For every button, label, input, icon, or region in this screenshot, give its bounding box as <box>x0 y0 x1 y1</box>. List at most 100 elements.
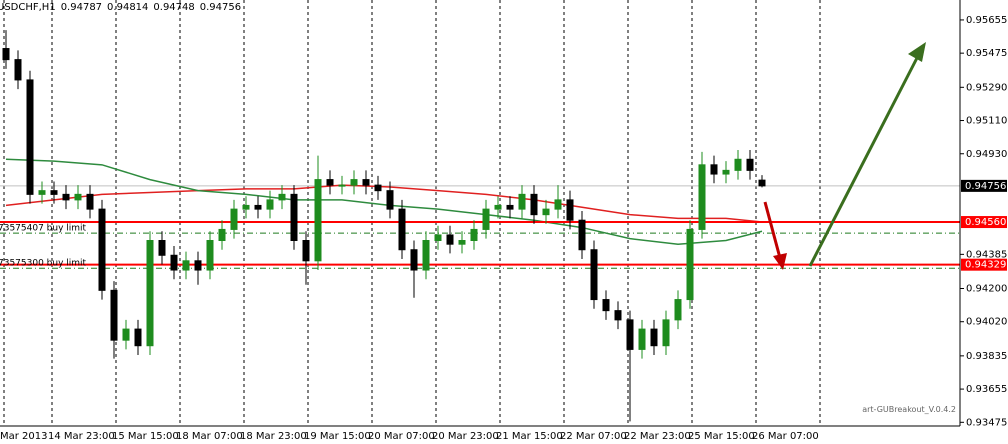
candle-body <box>2 48 10 61</box>
candle-body <box>278 193 286 201</box>
x-tick-label: 18 Mar 23:00 <box>240 431 307 442</box>
x-tick-label: 15 Mar 15:00 <box>112 431 179 442</box>
red-arrow <box>763 201 787 270</box>
candle-body <box>206 240 214 271</box>
candle-body <box>506 204 514 210</box>
x-tick-label: 20 Mar 07:00 <box>368 431 435 442</box>
candle-body <box>590 249 598 301</box>
candle-body <box>650 328 658 347</box>
candle-body <box>146 240 154 347</box>
y-tick-label: 0.95110 <box>966 116 1007 127</box>
green-arrow <box>808 42 926 267</box>
x-tick-label: 18 Mar 07:00 <box>176 431 243 442</box>
price-label-box <box>961 258 1007 271</box>
y-tick-label: 0.94020 <box>966 317 1007 328</box>
candle-body <box>410 249 418 271</box>
candle-body <box>710 164 718 175</box>
candle-body <box>350 179 358 186</box>
candle-body <box>290 193 298 242</box>
x-tick-label: 19 Mar 15:00 <box>304 431 371 442</box>
candle-body <box>98 208 106 291</box>
candle-body <box>698 164 706 230</box>
candle-body <box>170 254 178 271</box>
candle-body <box>302 240 310 262</box>
y-tick-label: 0.94930 <box>966 149 1007 160</box>
x-tick-label: 25 Mar 15:00 <box>688 431 755 442</box>
candle-body <box>470 228 478 242</box>
candle-body <box>674 299 682 321</box>
header-value: 0.94814 <box>107 2 149 13</box>
candle-body <box>746 158 754 171</box>
candle-body <box>722 169 730 175</box>
header-value: 0.94787 <box>60 2 103 13</box>
candle-body <box>14 59 22 81</box>
price-label: 0.94329 <box>965 260 1006 271</box>
candle-body <box>482 208 490 230</box>
price-label-box <box>961 216 1007 229</box>
candle-body <box>530 193 538 216</box>
candle-body <box>254 204 262 210</box>
y-tick-label: 0.94385 <box>966 249 1007 260</box>
x-tick-label: 22 Mar 23:00 <box>624 431 691 442</box>
y-tick-label: 0.94200 <box>966 283 1007 294</box>
candle-body <box>662 319 670 347</box>
price-label: 0.94560 <box>965 217 1006 228</box>
x-tick-label: 14 Mar 23:00 <box>48 431 115 442</box>
candle-body <box>110 289 118 341</box>
y-tick-label: 0.93655 <box>966 384 1007 395</box>
header: USDCHF,H1 0.94787 0.94814 0.94748 0.94756 <box>0 2 246 13</box>
candle-body <box>218 228 226 242</box>
candle-body <box>230 208 238 230</box>
x-tick-label: 20 Mar 23:00 <box>432 431 499 442</box>
x-tick-label: 22 Mar 07:00 <box>560 431 627 442</box>
watermark: art-GUBreakout_V.0.4.2 <box>862 405 956 414</box>
candle-body <box>758 179 766 187</box>
candle-body <box>194 260 202 271</box>
candle-body <box>446 234 454 245</box>
candle-body <box>50 190 58 195</box>
candle-body <box>134 328 142 347</box>
candle-body <box>518 193 526 210</box>
order-label: 73575407 buy limit <box>0 224 87 234</box>
candle-body <box>86 193 94 210</box>
current-price-box <box>961 179 1007 192</box>
candle-body <box>74 193 82 201</box>
y-tick-label: 0.95655 <box>966 15 1007 26</box>
y-tick-label: 0.93835 <box>966 351 1007 362</box>
symbol: USDCHF,H1 <box>0 2 56 13</box>
header-value: 0.94748 <box>153 2 195 13</box>
candle-body <box>374 184 382 192</box>
plot <box>0 30 960 422</box>
candle-body <box>26 79 34 195</box>
current-price-label: 0.94756 <box>965 181 1006 192</box>
y-tick-label: 0.95290 <box>966 82 1007 93</box>
candle-body <box>566 199 574 221</box>
candle-body <box>494 204 502 210</box>
candle-body <box>422 240 430 271</box>
candle-body <box>626 319 634 350</box>
candle-body <box>734 158 742 171</box>
candle-body <box>602 299 610 312</box>
x-tick-label: 21 Mar 15:00 <box>496 431 563 442</box>
candle-body <box>38 190 46 195</box>
candle-body <box>182 260 190 271</box>
candle-body <box>338 184 346 187</box>
candle-body <box>614 310 622 321</box>
candle-body <box>386 190 394 210</box>
grid <box>3 0 821 426</box>
candle-body <box>542 208 550 216</box>
candle-body <box>398 208 406 251</box>
candle-body <box>326 179 334 186</box>
candle-body <box>122 328 130 341</box>
candle-body <box>242 204 250 210</box>
candle-body <box>266 199 274 210</box>
candle-body <box>362 179 370 186</box>
candle-body <box>314 179 322 262</box>
y-tick-label: 0.95475 <box>966 48 1007 59</box>
candle-body <box>578 219 586 251</box>
x-tick-label: 26 Mar 07:00 <box>752 431 819 442</box>
order-label: 73575300 buy limit <box>0 259 87 269</box>
candle-body <box>458 240 466 245</box>
candle-body <box>638 328 646 350</box>
